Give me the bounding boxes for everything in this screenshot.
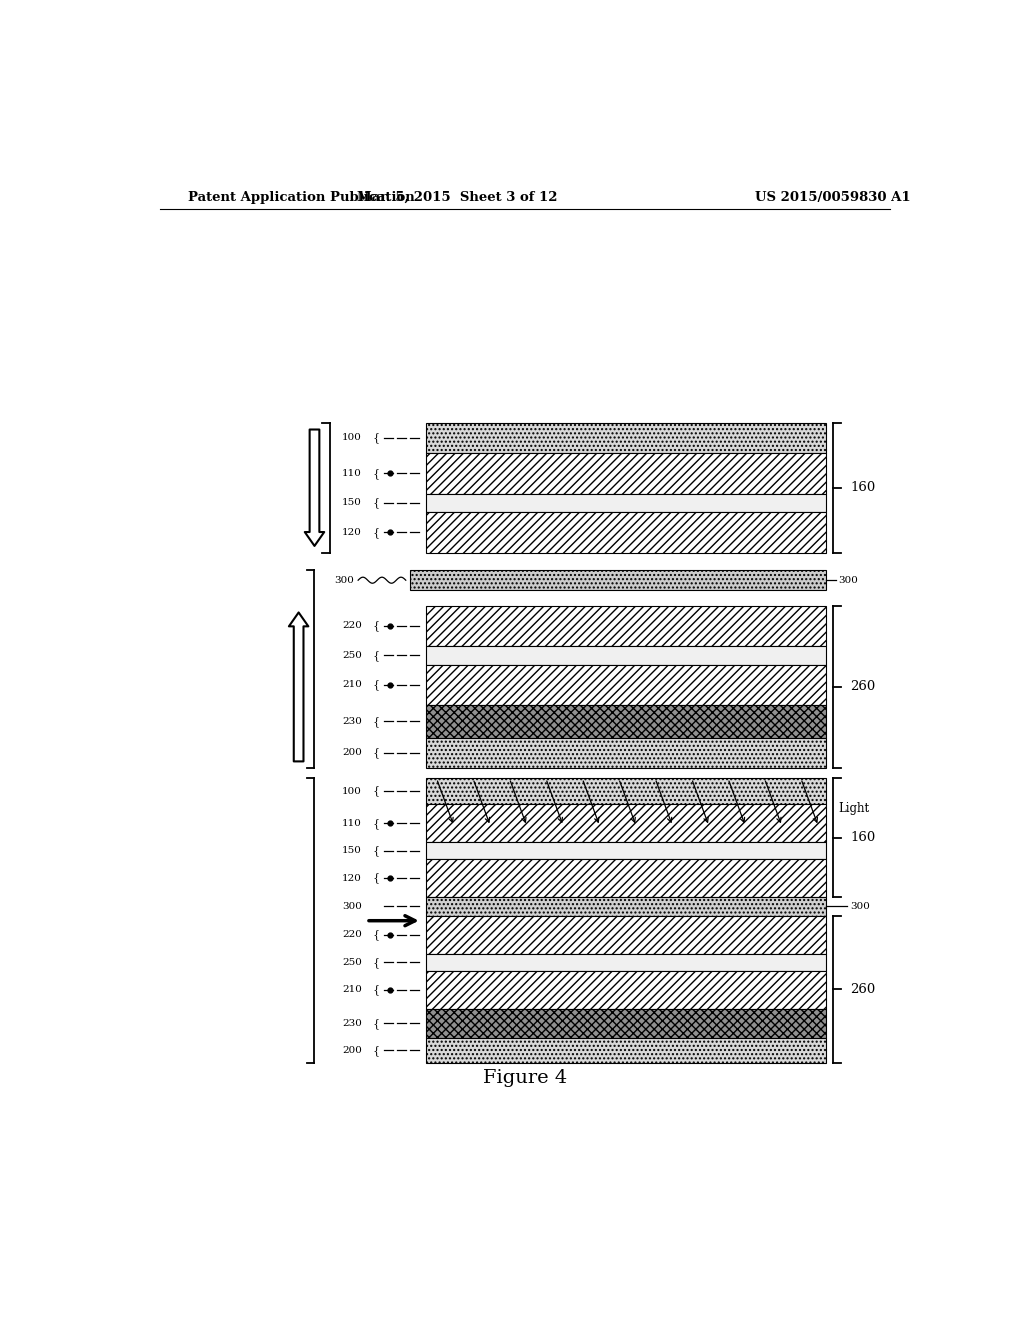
Text: {: { [373, 527, 380, 537]
Text: {: { [373, 747, 380, 759]
Text: 120: 120 [342, 874, 362, 883]
Text: 300: 300 [850, 902, 870, 911]
Text: 200: 200 [342, 1045, 362, 1055]
Text: 300: 300 [334, 576, 354, 585]
Bar [426, 738, 826, 768]
Text: {: { [373, 873, 380, 883]
Text: {: { [373, 433, 380, 444]
Bar [426, 1008, 826, 1038]
Text: 210: 210 [342, 680, 362, 689]
Text: 150: 150 [342, 499, 362, 507]
Text: 260: 260 [850, 680, 876, 693]
Bar [410, 570, 826, 590]
Text: Figure 4: Figure 4 [482, 1069, 567, 1088]
Text: {: { [373, 498, 380, 508]
Text: 100: 100 [342, 433, 362, 442]
Text: 110: 110 [342, 818, 362, 828]
Text: 250: 250 [342, 651, 362, 660]
Text: 300: 300 [839, 576, 858, 585]
Text: 100: 100 [342, 787, 362, 796]
Text: {: { [373, 680, 380, 690]
Bar [426, 842, 826, 859]
Bar [426, 647, 826, 664]
Text: 110: 110 [342, 469, 362, 478]
Text: 160: 160 [850, 832, 876, 845]
Text: Light: Light [839, 803, 869, 816]
Text: 150: 150 [342, 846, 362, 855]
Bar [426, 512, 826, 553]
Text: 200: 200 [342, 748, 362, 758]
Bar [426, 954, 826, 970]
Bar [426, 916, 826, 954]
Bar [426, 804, 826, 842]
Text: {: { [373, 1018, 380, 1028]
Text: 220: 220 [342, 931, 362, 940]
Text: 120: 120 [342, 528, 362, 537]
Text: {: { [373, 985, 380, 995]
FancyArrowPatch shape [289, 612, 308, 762]
Bar [426, 422, 826, 453]
Text: 300: 300 [342, 902, 362, 911]
Text: 210: 210 [342, 985, 362, 994]
Bar [426, 453, 826, 494]
Bar [426, 1038, 826, 1063]
Text: Patent Application Publication: Patent Application Publication [187, 190, 415, 203]
Text: US 2015/0059830 A1: US 2015/0059830 A1 [755, 190, 910, 203]
Text: {: { [373, 649, 380, 661]
Bar [426, 606, 826, 647]
Text: {: { [373, 715, 380, 727]
FancyArrowPatch shape [305, 429, 325, 546]
Text: 160: 160 [850, 482, 876, 494]
Text: {: { [373, 957, 380, 968]
Bar [426, 664, 826, 705]
Text: 230: 230 [342, 717, 362, 726]
Bar [426, 859, 826, 898]
Bar [426, 779, 826, 804]
Bar [426, 494, 826, 512]
Text: 250: 250 [342, 958, 362, 966]
Text: {: { [373, 1045, 380, 1056]
Text: {: { [373, 929, 380, 940]
Bar [426, 898, 826, 916]
Text: {: { [373, 785, 380, 796]
Text: {: { [373, 817, 380, 829]
Text: {: { [373, 469, 380, 479]
Text: {: { [373, 845, 380, 855]
Bar [426, 970, 826, 1008]
Text: Mar. 5, 2015  Sheet 3 of 12: Mar. 5, 2015 Sheet 3 of 12 [357, 190, 558, 203]
Text: {: { [373, 620, 380, 631]
Bar [426, 705, 826, 738]
Text: 260: 260 [850, 983, 876, 995]
Text: 230: 230 [342, 1019, 362, 1028]
Text: 220: 220 [342, 622, 362, 631]
